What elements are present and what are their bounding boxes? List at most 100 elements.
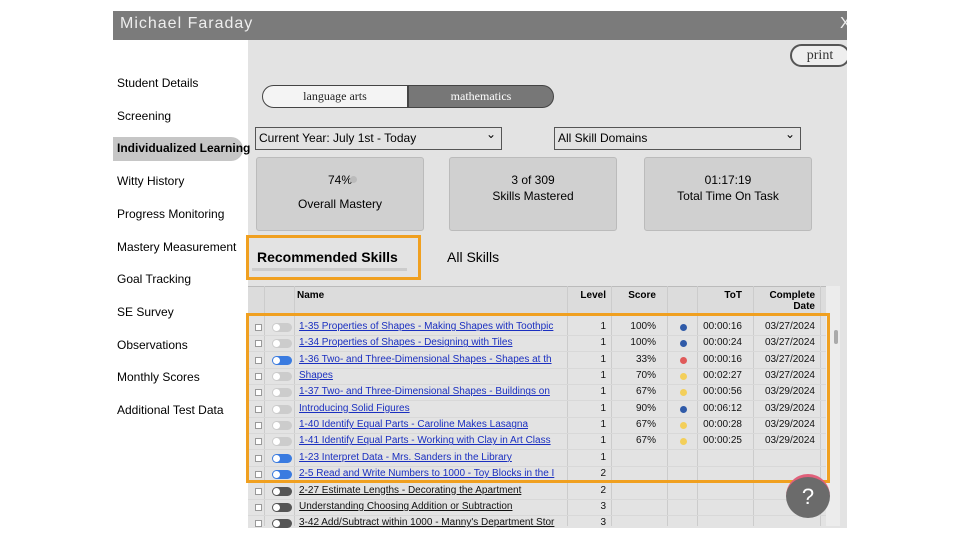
time-on-task: 00:00:28 (703, 419, 742, 431)
dropdown[interactable]: All Skill Domains ⌄ (554, 127, 801, 150)
expand-icon[interactable] (255, 487, 262, 495)
toggle[interactable] (272, 404, 292, 414)
score: 67% (635, 435, 656, 447)
toggle[interactable] (272, 519, 292, 528)
sidebar-item[interactable]: Monthly Scores (117, 370, 200, 385)
expand-icon[interactable] (255, 454, 262, 462)
expand-icon[interactable] (255, 373, 262, 381)
column-header: ToT (724, 290, 742, 301)
expand-icon[interactable] (255, 356, 262, 364)
toggle[interactable] (272, 437, 292, 447)
status-dot (680, 324, 687, 331)
student-window: Michael Faraday X print language arts math… (113, 11, 847, 528)
sidebar-item[interactable]: Screening (117, 108, 172, 123)
expand-icon[interactable] (255, 340, 262, 348)
print-button[interactable]: print (790, 44, 847, 67)
window-title: Michael Faraday (113, 11, 847, 40)
highlight-box (246, 235, 421, 280)
table-header (248, 286, 828, 314)
row-line (248, 400, 826, 402)
row-line (248, 367, 826, 369)
sidebar-item[interactable]: Mastery Measurement (117, 239, 237, 254)
skill-name[interactable]: 1-41 Identify Equal Parts - Working with… (299, 435, 551, 447)
complete-date: 03/29/2024 (764, 386, 815, 398)
level: 1 (600, 402, 606, 414)
column-divider (667, 286, 668, 526)
expand-icon[interactable] (255, 405, 262, 413)
toggle[interactable] (272, 355, 292, 365)
expand-icon[interactable] (255, 503, 262, 511)
toggle[interactable] (272, 388, 292, 398)
level: 2 (600, 468, 606, 480)
sidebar-item[interactable]: SE Survey (117, 304, 174, 319)
toggle[interactable] (272, 486, 292, 496)
toggle-knob (273, 422, 280, 430)
toggle[interactable] (272, 339, 292, 349)
toggle-knob (273, 373, 280, 381)
toggle[interactable] (272, 372, 292, 382)
score: 67% (635, 419, 656, 431)
status-dot (680, 356, 687, 364)
toggle[interactable] (272, 470, 292, 480)
time-on-task: 00:00:56 (703, 386, 742, 398)
sidebar-item[interactable]: Observations (117, 337, 188, 352)
expand-icon[interactable] (255, 324, 262, 331)
skill-name[interactable]: 1-36 Two- and Three-Dimensional Shapes -… (299, 353, 552, 365)
status-dot (680, 422, 687, 430)
skill-name[interactable]: 2-27 Estimate Lengths - Decorating the A… (299, 484, 522, 496)
toggle[interactable] (272, 453, 292, 463)
sidebar-item[interactable]: Additional Test Data (117, 403, 224, 417)
subject-tab[interactable]: mathematics (408, 85, 554, 108)
skill-name[interactable]: 1-23 Interpret Data - Mrs. Sanders in th… (299, 451, 512, 463)
skill-tab[interactable]: All Skills (447, 249, 500, 265)
skill-name[interactable]: Understanding Choosing Addition or Subtr… (299, 500, 513, 512)
skill-name[interactable]: 1-35 Properties of Shapes - Making Shape… (299, 321, 554, 332)
subject-tab[interactable]: language arts (262, 85, 408, 108)
score: 100% (630, 337, 656, 349)
expand-icon[interactable] (255, 520, 262, 528)
skill-name[interactable]: 1-37 Two- and Three-Dimensional Shapes -… (299, 386, 550, 398)
dropdown[interactable]: Current Year: July 1st - Today ⌄ (255, 127, 502, 150)
level: 1 (600, 321, 606, 332)
skill-name[interactable]: 2-5 Read and Write Numbers to 1000 - Toy… (299, 468, 555, 480)
sidebar-item[interactable]: Individualized Learning (117, 141, 251, 156)
row-line (248, 514, 826, 516)
skill-name[interactable]: 1-40 Identify Equal Parts - Caroline Mak… (299, 419, 529, 431)
toggle[interactable] (272, 421, 292, 431)
toggle[interactable] (272, 323, 292, 332)
skill-name[interactable]: 1-34 Properties of Shapes - Designing wi… (299, 337, 513, 349)
main-panel: print language arts mathematics Current Yea… (246, 40, 847, 528)
active-pill (113, 137, 243, 162)
expand-icon[interactable] (255, 471, 262, 479)
column-header: Name (297, 290, 325, 301)
expand-icon[interactable] (255, 438, 262, 446)
sidebar-item[interactable]: Student Details (117, 76, 199, 90)
level: 1 (600, 337, 606, 349)
stat-label: Skills Mastered (492, 189, 574, 203)
stat-value: 74% (327, 173, 353, 187)
score: 67% (635, 386, 656, 398)
help-button[interactable]: ? (786, 474, 830, 518)
skill-name[interactable]: 3-42 Add/Subtract within 1000 - Manny's … (299, 517, 555, 528)
skill-name[interactable]: Introducing Solid Figures (299, 402, 410, 414)
level: 1 (600, 419, 606, 431)
skill-name[interactable]: Shapes (299, 370, 333, 382)
complete-date: 03/29/2024 (764, 435, 815, 447)
toggle-knob (273, 324, 280, 331)
toggle-knob (273, 487, 280, 495)
expand-icon[interactable] (255, 389, 262, 397)
time-on-task: 00:00:16 (703, 321, 742, 332)
sidebar-item[interactable]: Witty History (117, 174, 185, 189)
sidebar-item[interactable]: Progress Monitoring (117, 206, 225, 221)
level: 1 (600, 353, 606, 365)
expand-icon[interactable] (255, 422, 262, 430)
toggle[interactable] (272, 502, 292, 512)
sidebar-item[interactable]: Goal Tracking (117, 272, 192, 287)
skill-tab[interactable]: Recommended Skills (257, 249, 398, 265)
chevron: ⌄ (784, 127, 795, 141)
highlight-box (246, 313, 830, 483)
close-button[interactable]: X (840, 15, 847, 32)
row-line (248, 351, 826, 353)
complete-date: 03/27/2024 (764, 321, 815, 332)
time-on-task: 00:00:16 (703, 353, 742, 365)
